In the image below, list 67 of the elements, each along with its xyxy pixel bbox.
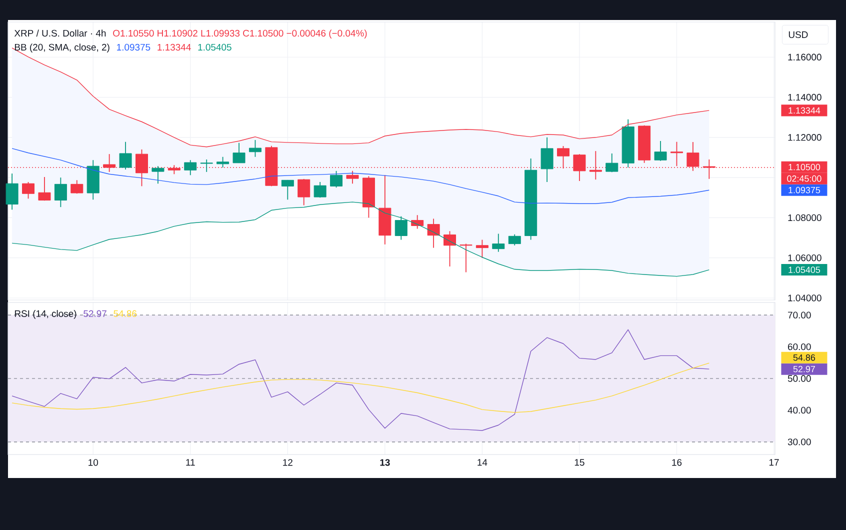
y-axis-title: USD (788, 31, 808, 38)
candlestick (6, 173, 18, 210)
candlestick (314, 182, 326, 198)
candlestick (119, 141, 132, 170)
x-tick-label: 14 (478, 459, 488, 466)
ref-line-label: 1.10500 (788, 164, 820, 170)
annotation: 1.13344 (158, 44, 191, 51)
y-tick-label: 60.00 (788, 343, 811, 350)
y-tick-label: 1.06000 (788, 254, 822, 262)
candlestick (508, 234, 521, 246)
candlestick (232, 142, 246, 164)
candlestick (54, 177, 67, 208)
x-tick-label: 17 (769, 459, 779, 466)
candlestick (38, 176, 51, 202)
line-series (12, 202, 710, 277)
y-tick-label: 30.00 (788, 438, 811, 446)
annotation: 1.09375 (117, 44, 150, 51)
candlestick (200, 159, 213, 172)
candlestick (654, 140, 667, 162)
candlestick (670, 141, 683, 167)
candlestick (476, 239, 488, 258)
line-series (12, 329, 710, 431)
candlestick (540, 136, 554, 182)
text: 1.09375 (788, 186, 820, 194)
candlestick (394, 216, 408, 240)
x-tick-label: 10 (88, 459, 98, 466)
text: BB (20, SMA, close, 2) (14, 44, 110, 52)
candlestick (184, 160, 197, 176)
candlestick (22, 182, 35, 200)
y-tick-label: 1.08000 (788, 214, 822, 222)
candlestick (492, 233, 505, 252)
candlestick (606, 153, 618, 173)
candlestick (427, 218, 440, 248)
candlestick (298, 178, 310, 206)
text: 02:45:00 (787, 175, 822, 182)
x-tick-label: 12 (283, 459, 292, 466)
y-tick-label: 1.12000 (788, 134, 822, 141)
x-tick-label: 16 (672, 459, 682, 466)
x-tick-label: 13 (380, 459, 390, 466)
candlestick (346, 170, 359, 184)
y-tick-label: 50.00 (788, 375, 811, 382)
x-tick-label: 11 (186, 459, 195, 466)
x-tick-label: 15 (574, 459, 584, 466)
candlestick (460, 243, 472, 273)
annotation: 54.86 (114, 310, 137, 317)
candlestick (216, 156, 230, 168)
text: 52.97 (793, 366, 815, 372)
y-tick-label: 1.16000 (788, 54, 822, 60)
candlestick (330, 170, 343, 188)
candlestick (70, 180, 84, 194)
candlestick (444, 230, 456, 267)
candlestick (248, 140, 262, 158)
text: XRP / U.S. Dollar · 4h (14, 30, 106, 37)
candlestick (281, 180, 294, 200)
annotation: 52.97 (84, 310, 106, 317)
text: 1.05405 (788, 266, 820, 273)
text: RSI (14, close) (14, 310, 76, 319)
text: 54.86 (793, 354, 816, 361)
y-tick-label: 1.14000 (788, 94, 822, 101)
annotation: O1.10550 H1.10902 L1.09933 C1.10500 −0.00046 (−0.04%) (113, 30, 367, 38)
candlestick (411, 214, 424, 230)
y-tick-label: 70.00 (788, 312, 811, 318)
annotation: 1.05405 (198, 44, 232, 51)
candlestick (152, 166, 164, 184)
text: 1.13344 (788, 107, 820, 114)
y-tick-label: 40.00 (788, 406, 811, 414)
y-tick-label: 1.04000 (788, 294, 822, 302)
